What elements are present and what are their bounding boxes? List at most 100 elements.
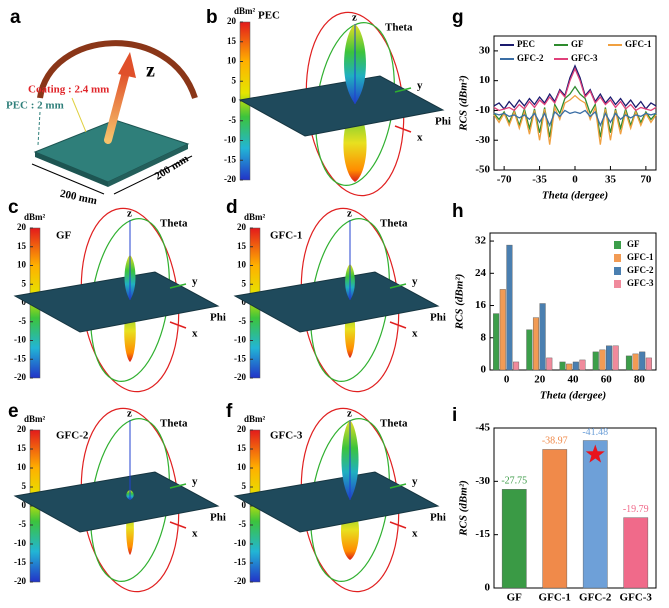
colorbar-tick-label: -5 bbox=[239, 316, 247, 326]
arrow-head bbox=[118, 52, 136, 78]
theta-label: Theta bbox=[385, 22, 413, 34]
series-line bbox=[493, 94, 657, 145]
series-line bbox=[493, 67, 657, 112]
bar bbox=[499, 289, 506, 371]
x-tick-label: GFC-2 bbox=[579, 592, 612, 604]
colorbar-tick-label: -20 bbox=[234, 372, 246, 382]
colorbar-tick-label: 15 bbox=[237, 241, 247, 251]
plane bbox=[13, 271, 220, 333]
sample-name: GF bbox=[56, 230, 72, 242]
colorbar-tick-label: -20 bbox=[14, 372, 26, 382]
legend-swatch bbox=[614, 267, 621, 275]
y-axis-label: RCS (dBm²) bbox=[458, 480, 470, 537]
plane bbox=[13, 471, 220, 533]
bar bbox=[539, 303, 546, 371]
colorbar-tick-label: -15 bbox=[14, 353, 26, 363]
plane bbox=[238, 75, 445, 137]
colorbar-tick-label: 10 bbox=[17, 260, 27, 270]
bar bbox=[506, 244, 513, 371]
x-axis bbox=[389, 521, 407, 529]
legend-label: GFC-1 bbox=[625, 39, 652, 49]
colorbar-tick-label: 20 bbox=[17, 222, 27, 232]
x-axis-label: x bbox=[412, 528, 418, 540]
plane bbox=[233, 271, 440, 333]
x-tick-label: GF bbox=[507, 592, 523, 604]
bar bbox=[645, 357, 652, 371]
colorbar-tick-label: 0 bbox=[242, 297, 247, 307]
colorbar-tick-label: 5 bbox=[232, 75, 237, 85]
series-line bbox=[493, 109, 657, 128]
dimension bbox=[31, 163, 105, 195]
colorbar-tick-label: -15 bbox=[224, 154, 236, 164]
colorbar-tick-label: -10 bbox=[14, 335, 26, 345]
colorbar-tick-label: -15 bbox=[14, 557, 26, 567]
legend-label: GFC-3 bbox=[627, 278, 654, 288]
colorbar-tick-label: 10 bbox=[237, 260, 247, 270]
schematic bbox=[31, 40, 198, 195]
y-tick-label: -30 bbox=[475, 475, 490, 487]
x-tick-label: 80 bbox=[634, 374, 646, 386]
coating-label: Coating : 2.4 mm bbox=[28, 84, 109, 96]
y-tick-label: 16 bbox=[475, 299, 487, 311]
colorbar-tick-label: -20 bbox=[234, 576, 246, 586]
dimension bbox=[113, 155, 193, 195]
value-label: -41.48 bbox=[582, 427, 608, 438]
colorbar-tick-label: -10 bbox=[224, 135, 236, 145]
y-axis-label: RCS (dBm²) bbox=[454, 274, 466, 331]
legend-swatch bbox=[614, 254, 621, 262]
colorbar-tick-label: -5 bbox=[239, 519, 247, 529]
z-axis-label: z bbox=[352, 12, 357, 24]
panel-label: i bbox=[452, 405, 457, 426]
colorbar-tick-label: -15 bbox=[234, 353, 246, 363]
x-axis-label: x bbox=[192, 328, 198, 340]
colorbar-unit: dBm² bbox=[244, 414, 266, 424]
colorbar-tick-label: 15 bbox=[17, 241, 27, 251]
x-tick-label: GFC-3 bbox=[620, 592, 653, 604]
legend-swatch bbox=[614, 241, 621, 249]
y-axis bbox=[389, 483, 407, 489]
bar bbox=[532, 317, 539, 371]
colorbar-tick-label: 15 bbox=[237, 443, 247, 453]
y-tick-label: 10 bbox=[479, 74, 491, 86]
bar bbox=[599, 349, 606, 371]
colorbar-tick-label: 20 bbox=[237, 424, 247, 434]
x-axis bbox=[169, 321, 187, 329]
y-tick-label: 24 bbox=[475, 267, 487, 279]
colorbar-tick-label: 15 bbox=[227, 36, 237, 46]
panel-label: d bbox=[226, 197, 238, 218]
bar bbox=[592, 351, 599, 371]
y-axis bbox=[169, 283, 187, 289]
series-line bbox=[493, 85, 657, 138]
colorbar-unit: dBm² bbox=[24, 212, 46, 222]
z-axis-label: z bbox=[347, 408, 352, 420]
bar bbox=[526, 329, 533, 371]
plot-frame bbox=[493, 427, 657, 589]
y-axis bbox=[169, 483, 187, 489]
theta-label: Theta bbox=[160, 218, 188, 230]
x-axis-label: Theta (dergee) bbox=[540, 390, 606, 402]
bar bbox=[632, 353, 639, 371]
leader bbox=[37, 111, 41, 146]
bar bbox=[501, 489, 527, 589]
x-tick-label: 0 bbox=[572, 174, 578, 186]
x-tick-label: 20 bbox=[534, 374, 546, 386]
panel-label: b bbox=[206, 7, 218, 28]
y-axis-label: y bbox=[192, 276, 198, 288]
bar bbox=[546, 357, 553, 371]
panel-label: a bbox=[10, 7, 21, 28]
y-tick-label: -15 bbox=[475, 528, 490, 540]
colorbar-unit: dBm² bbox=[24, 414, 46, 424]
leader bbox=[71, 97, 87, 133]
colorbar-tick-label: 0 bbox=[22, 297, 27, 307]
colorbar-tick-label: 20 bbox=[17, 424, 27, 434]
colorbar-tick-label: -5 bbox=[229, 115, 237, 125]
bar bbox=[493, 313, 500, 371]
legend-label: GFC-2 bbox=[627, 265, 654, 275]
colorbar-tick-label: -10 bbox=[234, 335, 246, 345]
y-axis bbox=[389, 283, 407, 289]
x-tick-label: 60 bbox=[601, 374, 613, 386]
x-axis-label: x bbox=[412, 328, 418, 340]
y-tick-label: 30 bbox=[479, 44, 491, 56]
panel-label: g bbox=[452, 7, 464, 28]
